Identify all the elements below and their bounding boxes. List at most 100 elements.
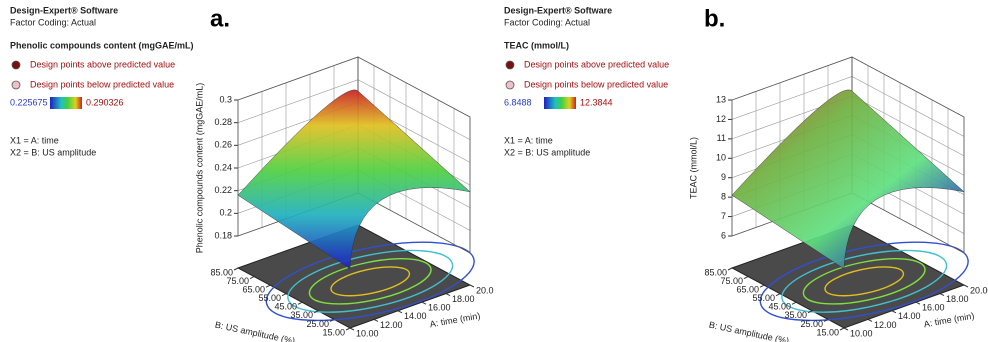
x-tick	[421, 301, 427, 305]
x-tick	[843, 327, 849, 331]
y-axis-label: B: US amplitude (%)	[708, 319, 790, 342]
y-tick	[727, 267, 733, 271]
legend-label: Design points below predicted value	[30, 79, 174, 89]
z-tick-label: 11	[717, 133, 726, 143]
y-tick-label: 85.00	[210, 267, 233, 277]
y-tick	[345, 327, 351, 331]
x-tick-label: 12.00	[380, 320, 403, 330]
z-tick-label: 13	[716, 94, 726, 104]
contour	[759, 241, 969, 322]
y-tick	[791, 301, 797, 305]
colorbar-min: 6.8488	[504, 97, 532, 107]
x-tick-label: 20.00	[970, 285, 988, 295]
y-tick	[329, 318, 335, 322]
y-tick	[249, 276, 255, 280]
y-tick	[313, 310, 319, 314]
colorbar-max: 12.3844	[580, 97, 613, 107]
colorbar-min: 0.225675	[10, 97, 48, 107]
y-tick-label: 45.00	[274, 302, 297, 312]
x-tick	[469, 284, 475, 288]
legend-marker	[505, 80, 515, 90]
y-tick-label: 75.00	[720, 276, 743, 286]
contour	[330, 266, 411, 297]
x-tick-label: 14.00	[898, 311, 921, 321]
y-tick	[281, 293, 287, 297]
response: TEAC (mmol/L)	[504, 40, 569, 50]
x-tick	[939, 293, 945, 297]
x-axis-label: A: time (min)	[923, 311, 975, 330]
x-tick	[867, 318, 873, 322]
z-tick-label: 0.26	[214, 140, 232, 150]
x-tick	[349, 327, 355, 331]
z-tick-label: 0.24	[214, 162, 232, 172]
colorbar-max: 0.290326	[86, 97, 124, 107]
y-tick-label: 85.00	[704, 267, 727, 277]
z-tick-label: 9	[721, 172, 726, 182]
panel-label: b.	[704, 5, 725, 32]
response: Phenolic compounds content (mgGAE/mL)	[10, 40, 194, 50]
x-axis-label: A: time (min)	[429, 311, 481, 330]
z-tick-label: 12	[716, 114, 726, 124]
x-tick	[915, 301, 921, 305]
x-tick	[963, 284, 969, 288]
panel-label: a.	[210, 5, 230, 32]
y-axis-label: B: US amplitude (%)	[214, 319, 296, 342]
y-tick-label: 35.00	[290, 310, 313, 320]
z-tick-label: 10	[716, 153, 726, 163]
z-tick-label: 6	[721, 230, 726, 240]
factor-coding: Factor Coding: Actual	[504, 17, 590, 27]
x-tick-label: 16.00	[428, 303, 451, 313]
legend-marker	[11, 60, 21, 70]
z-tick-label: 7	[721, 211, 726, 221]
z-tick-label: 0.3	[219, 94, 232, 104]
z-tick-label: 0.22	[214, 185, 232, 195]
y-tick-label: 45.00	[768, 302, 791, 312]
x-tick-label: 14.00	[404, 311, 427, 321]
y-tick-label: 55.00	[752, 293, 775, 303]
y-tick-label: 15.00	[322, 327, 345, 337]
y-tick	[823, 318, 829, 322]
y-tick-label: 55.00	[258, 293, 281, 303]
z-axis-label: Phenolic compounds content (mgGAE/mL)	[194, 83, 204, 254]
y-tick	[233, 267, 239, 271]
legend-marker	[11, 80, 21, 90]
x-tick-label: 16.00	[922, 303, 945, 313]
x-tick-label: 18.00	[452, 294, 475, 304]
y-tick-label: 75.00	[226, 276, 249, 286]
contour	[287, 249, 454, 313]
panel: Design-Expert® Software Factor Coding: Ac…	[10, 5, 494, 342]
x-tick	[397, 310, 403, 314]
legend-label: Design points below predicted value	[524, 79, 668, 89]
x-tick-label: 20.0	[476, 285, 494, 295]
colorbar	[50, 97, 82, 109]
y-tick	[759, 284, 765, 288]
x-tick-label: 10.00	[850, 328, 873, 338]
y-tick	[807, 310, 813, 314]
y-tick	[839, 327, 845, 331]
panel: Design-Expert® Software Factor Coding: Ac…	[504, 5, 988, 342]
surface	[237, 89, 471, 270]
z-tick-label: 0.28	[214, 117, 232, 127]
y-tick	[743, 276, 749, 280]
y-tick	[265, 284, 271, 288]
factor: X1 = A: time	[10, 135, 59, 145]
contour	[308, 258, 432, 305]
factor: X2 = B: US amplitude	[10, 147, 96, 157]
y-tick-label: 65.00	[242, 285, 265, 295]
y-tick-label: 15.00	[816, 327, 839, 337]
y-tick-label: 25.00	[800, 319, 823, 329]
contour	[265, 241, 475, 322]
z-tick-label: 8	[721, 192, 726, 202]
x-tick	[373, 318, 379, 322]
z-axis-label: TEAC (mmol/L)	[688, 137, 698, 199]
y-tick-label: 65.00	[736, 285, 759, 295]
software: Design-Expert® Software	[504, 5, 612, 15]
legend-marker	[505, 60, 515, 70]
x-tick	[891, 310, 897, 314]
factor-coding: Factor Coding: Actual	[10, 17, 96, 27]
contour	[781, 249, 948, 313]
contour	[824, 266, 905, 297]
z-tick-label: 0.2	[219, 208, 232, 218]
surface	[731, 89, 965, 270]
